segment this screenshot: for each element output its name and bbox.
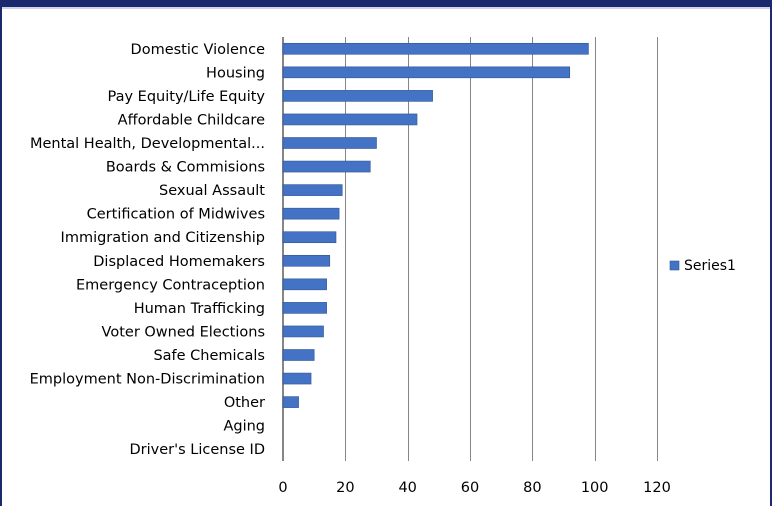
bars [282, 42, 589, 408]
category-label: Housing [206, 65, 265, 81]
bar [282, 160, 371, 173]
x-tick-labels: 0 20 40 60 80 100 120 [278, 480, 670, 496]
x-tick-label: 100 [581, 480, 609, 496]
x-tick-label: 120 [643, 480, 671, 496]
x-tick-label: 20 [336, 480, 354, 496]
x-tick-label: 60 [461, 480, 479, 496]
category-label: Human Trafficking [134, 301, 265, 317]
category-label: Immigration and Citizenship [61, 230, 265, 246]
category-label: Certification of Midwives [87, 207, 265, 223]
bar-chart: Domestic Violence Housing Pay Equity/Life … [30, 37, 736, 496]
category-label: Sexual Assault [159, 183, 265, 199]
category-label: Emergency Contraception [76, 277, 265, 293]
category-label: Aging [223, 419, 265, 435]
legend-swatch-series1 [669, 260, 680, 271]
bar [282, 349, 315, 361]
legend: Series1 [669, 258, 736, 274]
bar [282, 184, 343, 196]
bar [282, 325, 324, 338]
bar [282, 207, 340, 220]
gridlines [282, 37, 658, 461]
category-label: Mental Health, Developmental... [30, 136, 265, 152]
bar [282, 137, 377, 149]
x-tick-label: 40 [398, 480, 416, 496]
category-label: Driver's License ID [130, 442, 265, 458]
bar [282, 90, 433, 102]
bar [282, 302, 327, 314]
bar [282, 231, 337, 244]
bar [282, 254, 331, 267]
category-label: Displaced Homemakers [93, 254, 265, 270]
bar [282, 396, 299, 408]
legend-label-series1: Series1 [684, 258, 736, 274]
x-tick-label: 80 [523, 480, 541, 496]
category-label: Employment Non-Discrimination [30, 372, 265, 388]
category-labels: Domestic Violence Housing Pay Equity/Life … [30, 42, 266, 458]
bar [282, 42, 589, 55]
category-label: Domestic Violence [131, 42, 266, 58]
bar [282, 66, 571, 79]
category-label: Boards & Commisions [106, 160, 265, 176]
category-label: Affordable Childcare [118, 112, 265, 128]
bar [282, 113, 418, 126]
bar [282, 278, 327, 291]
category-label: Voter Owned Elections [102, 324, 265, 340]
x-tick-label: 0 [278, 480, 287, 496]
bar [282, 372, 312, 385]
category-label: Safe Chemicals [153, 348, 265, 364]
category-label: Other [224, 395, 265, 411]
category-label: Pay Equity/Life Equity [108, 89, 266, 105]
